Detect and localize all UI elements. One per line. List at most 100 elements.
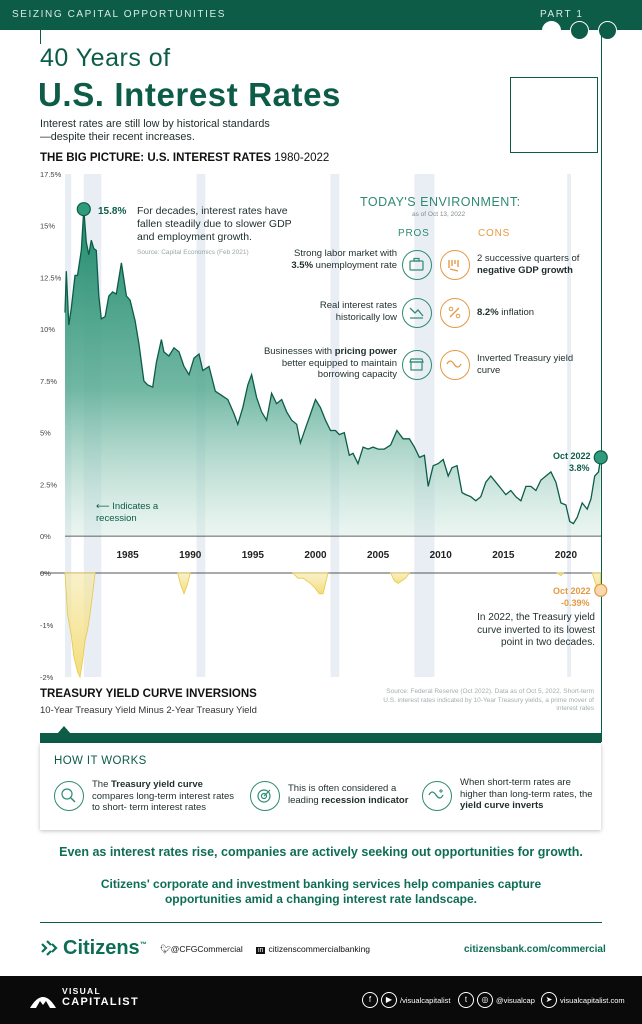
y-tick-label: 5% — [40, 429, 51, 438]
peak-source: Source: Capital Economics (Feb 2021) — [137, 249, 249, 256]
inversion-area-1 — [177, 572, 191, 595]
y-tick-label: 17.5% — [40, 170, 62, 179]
visual-capitalist-logo-icon — [30, 997, 56, 1008]
twitter-handle[interactable]: 🐦︎@CFGCommercial — [160, 944, 243, 954]
y-tick-label: 12.5% — [40, 273, 62, 282]
peak-annotation: For decades, interest rates have fallen … — [137, 205, 292, 243]
y-tick-label: 7.5% — [40, 377, 57, 386]
footer-handle-3[interactable]: visualcapitalist.com — [560, 996, 625, 1005]
how-item-2: This is often considered a leading reces… — [288, 783, 409, 806]
inversion-y-tick-label: -2% — [40, 673, 54, 682]
y-tick-label: 15% — [40, 222, 55, 231]
yield-curve-subtitle: 10-Year Treasury Yield Minus 2-Year Trea… — [40, 705, 257, 716]
chart-heading: THE BIG PICTURE: U.S. INTEREST RATES 198… — [40, 152, 329, 164]
x-tick-label: 2005 — [367, 550, 390, 561]
visual-capitalist-footer: VISUAL CAPITALIST f ▶ /visualcapitalist … — [0, 976, 642, 1024]
recession-arrow-icon: ⟵ — [96, 501, 113, 512]
footer-handle-1[interactable]: /visualcapitalist — [400, 996, 451, 1005]
frame-right-line — [601, 30, 602, 742]
linkedin-icon: in — [256, 947, 266, 954]
inversion-annotation: In 2022, the Treasury yield curve invert… — [477, 612, 595, 648]
yield-curve-source: Source: Federal Reserve (Oct 2022). Data… — [383, 688, 594, 712]
title-line-2: U.S. Interest Rates — [38, 76, 342, 113]
con-3-text: Inverted Treasury yield curve — [477, 353, 574, 376]
inversion-area-4 — [555, 572, 565, 577]
x-tick-label: 2010 — [430, 550, 453, 561]
briefcase-icon — [402, 250, 432, 280]
page-dot-3[interactable] — [598, 21, 617, 40]
instagram-icon[interactable]: ◎ — [477, 992, 493, 1008]
declining-bars-icon — [440, 250, 470, 280]
cta-headline: Even as interest rates rise, companies a… — [59, 845, 583, 859]
x-tick-label: 1990 — [179, 550, 202, 561]
x-tick-label: 2015 — [492, 550, 515, 561]
pro-3-text: Businesses with pricing power better equ… — [263, 346, 397, 380]
how-it-works-bar — [40, 733, 601, 743]
cursor-icon[interactable]: ➤ — [541, 992, 557, 1008]
rate-line — [64, 209, 602, 525]
recession-band-5 — [567, 174, 571, 677]
citizens-website-link[interactable]: citizensbank.com/commercial — [464, 944, 606, 955]
latest-rate-marker — [593, 450, 608, 465]
how-it-works-pointer — [57, 726, 71, 734]
pro-2-text: Real interest rates historically low — [319, 300, 397, 323]
title-line-1: 40 Years of — [40, 44, 171, 72]
top-banner: SEIZING CAPITAL OPPORTUNITIES PART 1 — [0, 0, 642, 40]
recession-legend-label: Indicates a recession — [96, 501, 159, 524]
subtitle: Interest rates are still low by historic… — [40, 118, 270, 143]
chart-heading-label: THE BIG PICTURE: U.S. INTEREST RATES — [40, 152, 272, 164]
pros-label: PROS — [398, 228, 430, 239]
curve-icon — [422, 781, 452, 811]
oct-rate-value: 3.8% — [569, 463, 590, 473]
percent-arrow-icon — [440, 298, 470, 328]
trending-down-icon — [402, 298, 432, 328]
twitter-icon: 🐦︎ — [160, 944, 171, 954]
citizens-logo-icon — [41, 940, 58, 956]
facebook-icon[interactable]: f — [362, 992, 378, 1008]
environment-title: TODAY'S ENVIRONMENT: — [360, 195, 521, 209]
peak-marker — [76, 202, 91, 217]
frame-top-line — [40, 30, 41, 44]
storefront-icon — [402, 350, 432, 380]
page-dot-2[interactable] — [570, 21, 589, 40]
series-kicker: SEIZING CAPITAL OPPORTUNITIES — [12, 9, 227, 20]
curve-icon — [440, 350, 470, 380]
inversion-area-3 — [389, 572, 411, 584]
recession-band-3 — [330, 174, 340, 677]
cta-body: Citizens' corporate and investment banki… — [100, 877, 542, 906]
separator — [40, 922, 602, 923]
environment-asof: as of Oct 13, 2022 — [412, 211, 466, 218]
x-tick-label: 1985 — [116, 550, 139, 561]
how-item-1: The Treasury yield curve compares long-t… — [92, 779, 235, 813]
part-label: PART 1 — [540, 9, 584, 20]
x-tick-label: 2000 — [304, 550, 327, 561]
con-2-text: 8.2% inflation — [477, 307, 535, 318]
cons-label: CONS — [478, 228, 511, 239]
oct-rate-label: Oct 2022 — [553, 451, 591, 461]
pro-1-text: Strong labor market with 3.5% unemployme… — [291, 248, 397, 271]
x-tick-label: 2020 — [555, 550, 578, 561]
decorative-box — [510, 77, 598, 153]
con-1-text: 2 successive quarters of negative GDP gr… — [477, 253, 580, 276]
inversion-y-tick-label: 0% — [40, 569, 51, 578]
chart-heading-years: 1980-2022 — [274, 152, 330, 164]
page-dot-1[interactable] — [542, 21, 561, 40]
inversion-value-label: -0.39% — [561, 598, 590, 608]
y-tick-label: 10% — [40, 325, 55, 334]
youtube-icon[interactable]: ▶ — [381, 992, 397, 1008]
how-it-works-title: HOW IT WORKS — [54, 755, 147, 767]
latest-inversion-marker — [594, 583, 608, 597]
inversion-area-2 — [291, 572, 329, 595]
rate-area — [65, 209, 601, 536]
y-tick-label: 2.5% — [40, 480, 57, 489]
yield-curve-title: TREASURY YIELD CURVE INVERSIONS — [40, 688, 257, 700]
how-item-3: When short-term rates are higher than lo… — [460, 777, 593, 811]
linkedin-handle[interactable]: in citizenscommercialbanking — [256, 944, 371, 954]
magnifier-chart-icon — [54, 781, 84, 811]
twitter-icon[interactable]: t — [458, 992, 474, 1008]
citizens-brand: Citizens™ — [63, 937, 147, 959]
x-tick-label: 1995 — [242, 550, 265, 561]
inversion-date-label: Oct 2022 — [553, 586, 591, 596]
footer-handle-2[interactable]: @visualcap — [496, 996, 535, 1005]
inversion-area-0 — [64, 572, 96, 679]
